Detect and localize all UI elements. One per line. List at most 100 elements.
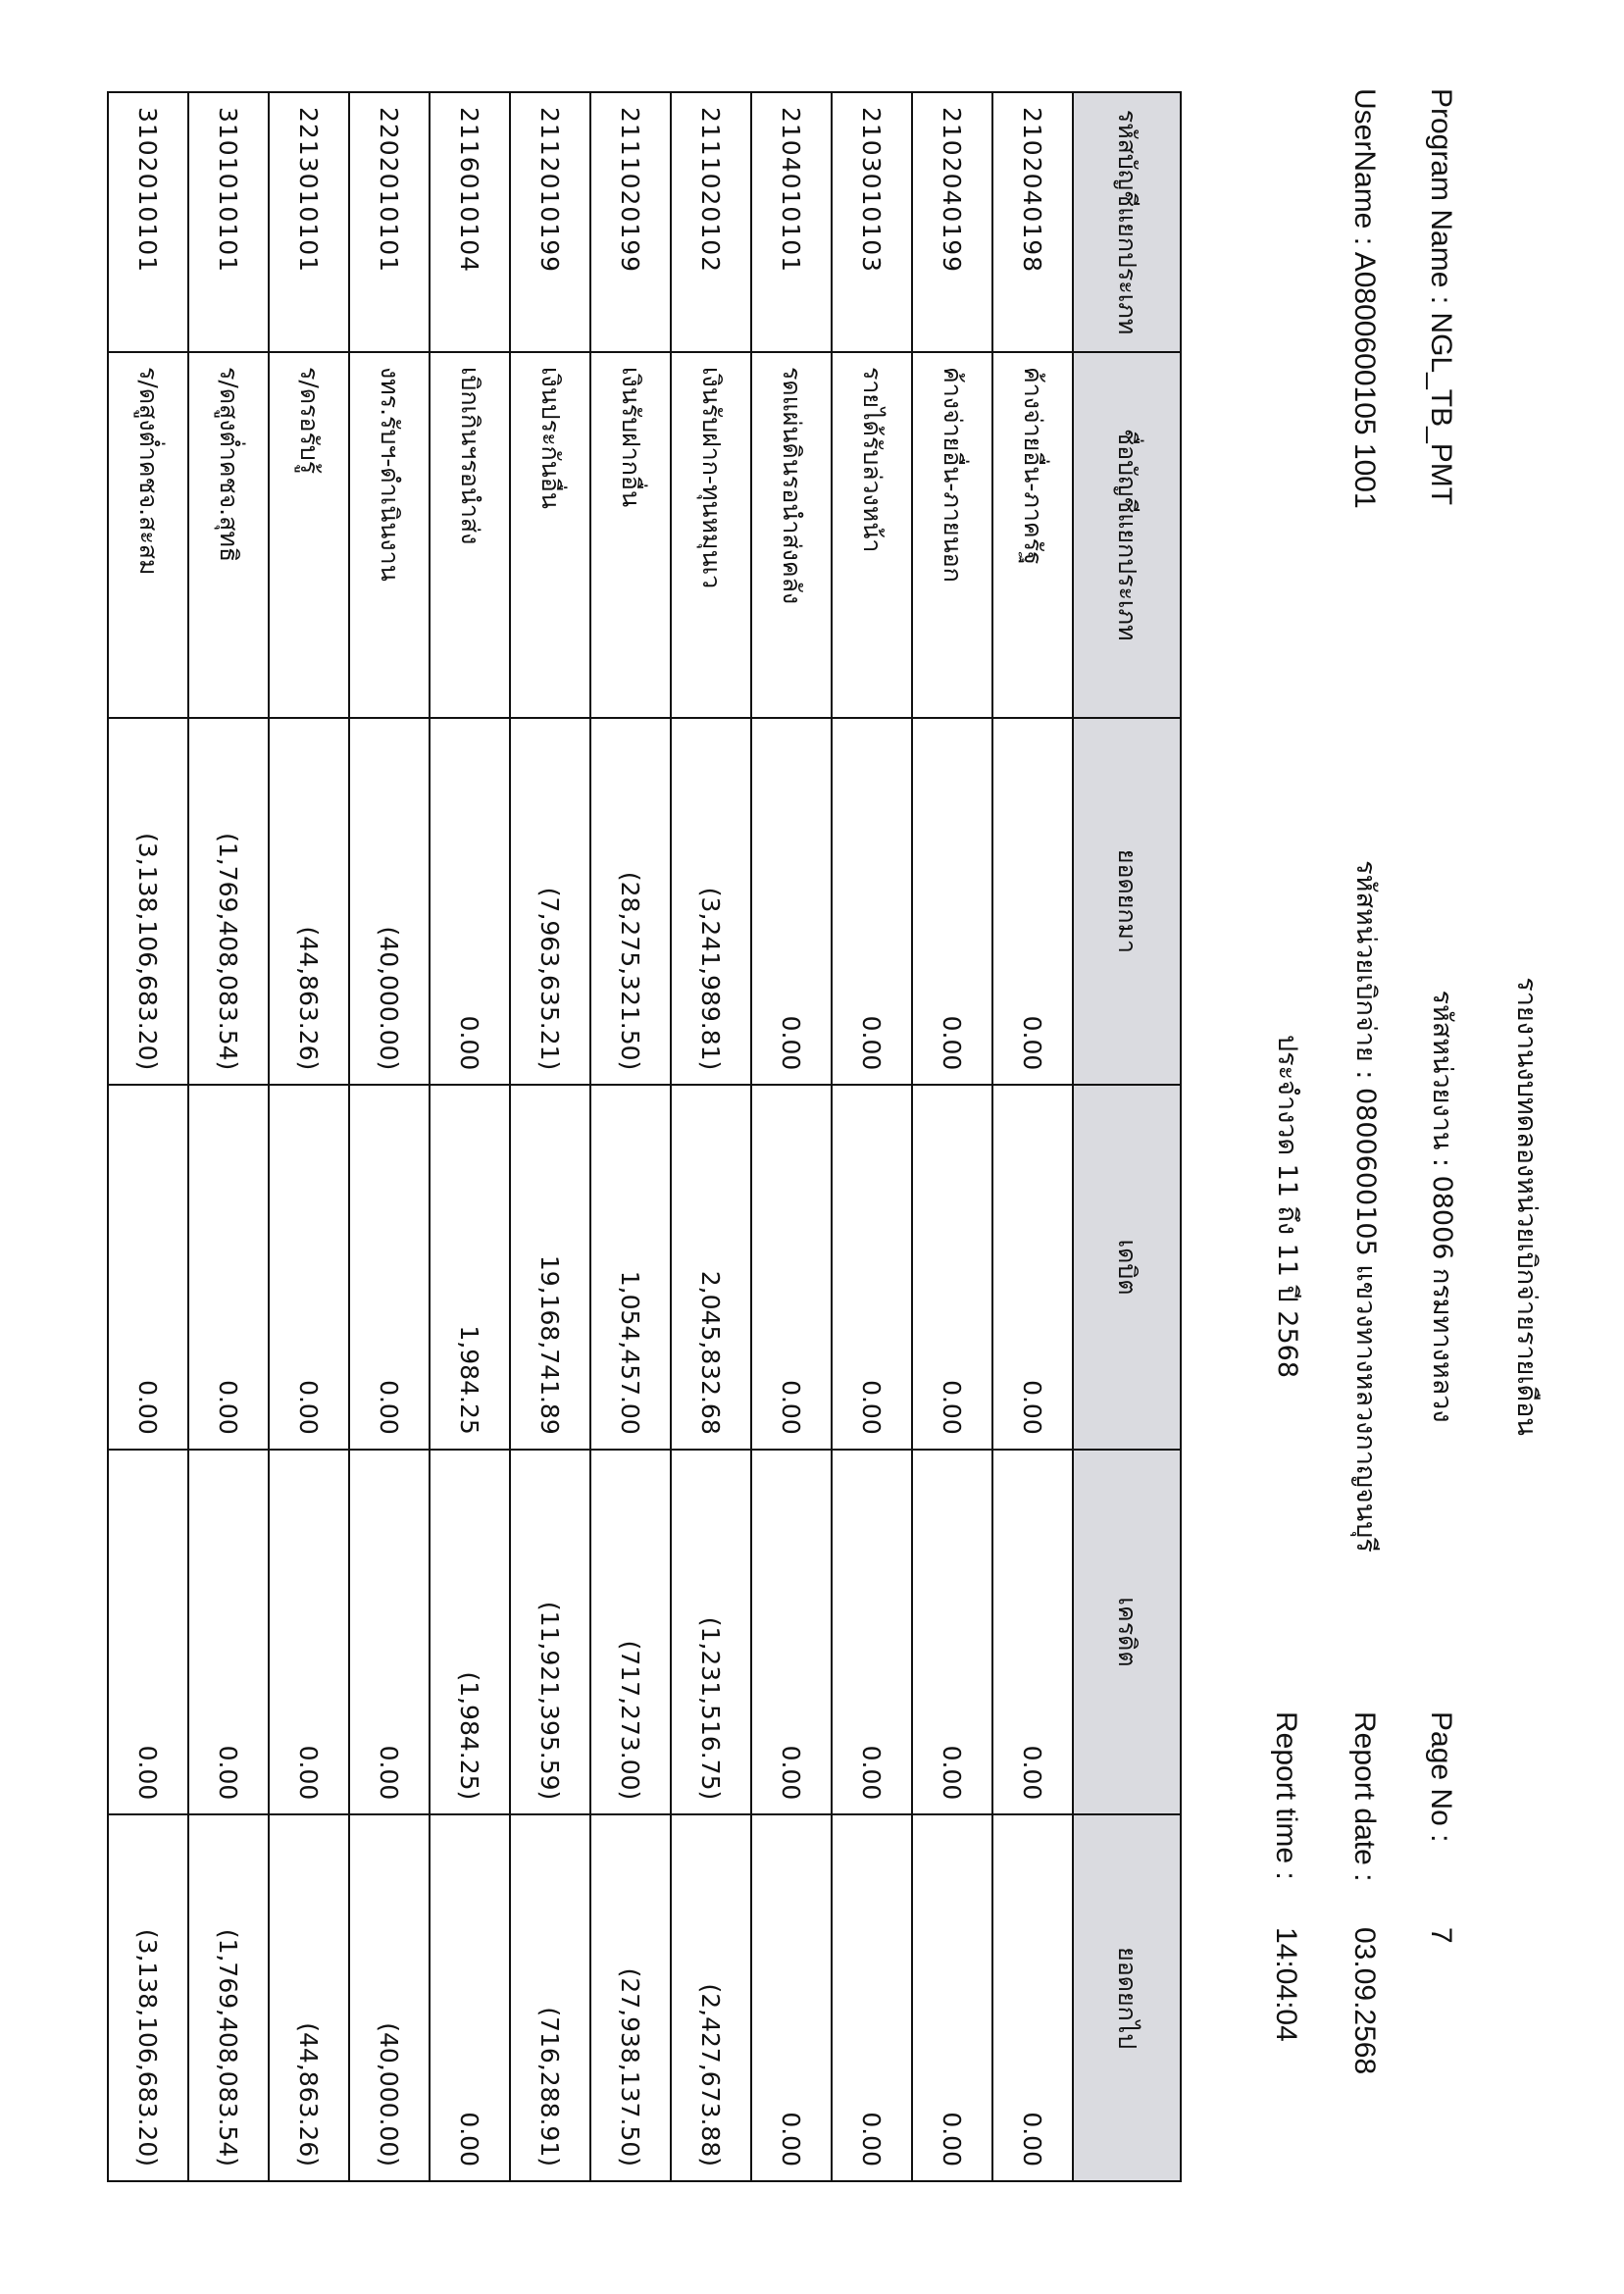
cell-opening-balance: 0.00 [832, 717, 912, 1086]
cell-debit: 2,045,832.68 [671, 1085, 751, 1450]
table-header-row: รหัสบัญชีแยกประเภท ชื่อบัญชีแยกประเภท ยอ… [1073, 92, 1181, 2181]
report-title: รายงานงบทดลองหน่วยเบิกจ่ายรายเดือน [1511, 977, 1542, 1436]
cell-closing-balance: 0.00 [832, 1814, 912, 2181]
cell-opening-balance: 0.00 [912, 717, 992, 1086]
report-time-value: 14:04:04 [1270, 1927, 1302, 2042]
program-name: Program Name : NGL_TB_PMT [1425, 88, 1457, 506]
cell-account-code: 2111020102 [671, 92, 751, 352]
cell-closing-balance: 0.00 [912, 1814, 992, 2181]
user-name: UserName : A0800600105 1001 [1348, 88, 1381, 509]
cell-credit: 0.00 [751, 1449, 832, 1815]
cell-opening-balance: (3,138,106,683.20) [108, 717, 188, 1086]
cell-closing-balance: 0.00 [751, 1814, 832, 2181]
cell-closing-balance: 0.00 [430, 1814, 510, 2181]
report-date-label: Report date : [1348, 1711, 1381, 1882]
table-row: 2102040199 ค้างจ่ายอื่น-ภายนอก 0.00 0.00 0.0… [912, 92, 992, 2181]
cell-opening-balance: (44,863.26) [269, 717, 349, 1086]
cell-closing-balance: (716,288.91) [510, 1814, 590, 2181]
cell-account-name: เงินรับฝากอื่น [590, 351, 671, 718]
table-row: 2111020199 เงินรับฝากอื่น (28,275,321.50) 1… [590, 92, 671, 2181]
cell-account-name: ค้างจ่ายอื่น-ภาครัฐ [992, 351, 1073, 718]
cell-closing-balance: 0.00 [992, 1814, 1073, 2181]
cell-debit: 0.00 [188, 1085, 269, 1450]
cell-account-name: รายได้รับล่วงหน้า [832, 351, 912, 718]
cell-opening-balance: 0.00 [430, 717, 510, 1086]
cell-closing-balance: (40,000.00) [349, 1814, 430, 2181]
cell-account-code: 2213010101 [269, 92, 349, 352]
cell-opening-balance: (7,963,635.21) [510, 717, 590, 1086]
cell-debit: 0.00 [108, 1085, 188, 1450]
column-header-account-name: ชื่อบัญชีแยกประเภท [1073, 351, 1181, 718]
cell-credit: (717,273.00) [590, 1449, 671, 1815]
report-date-value: 03.09.2568 [1348, 1927, 1381, 2075]
cell-credit: 0.00 [188, 1449, 269, 1815]
cell-opening-balance: 0.00 [992, 717, 1073, 1086]
cell-account-name: ร/ดสูงต่ำคชจ.สะสม [108, 351, 188, 718]
cell-credit: (11,921,395.59) [510, 1449, 590, 1815]
cell-account-name: เบิกเกินฯรอนำส่ง [430, 351, 510, 718]
cell-closing-balance: (44,863.26) [269, 1814, 349, 2181]
cell-opening-balance: 0.00 [751, 717, 832, 1086]
cell-account-code: 3101010101 [188, 92, 269, 352]
cell-closing-balance: (27,938,137.50) [590, 1814, 671, 2181]
cell-debit: 0.00 [832, 1085, 912, 1450]
cell-closing-balance: (2,427,673.88) [671, 1814, 751, 2181]
cell-debit: 0.00 [269, 1085, 349, 1450]
table-row: 2116010104 เบิกเกินฯรอนำส่ง 0.00 1,984.25 (1… [430, 92, 510, 2181]
cell-account-name: ร/ดสูงต่ำคชจ.สุทธิ [188, 351, 269, 718]
cell-account-code: 2111020199 [590, 92, 671, 352]
cell-account-code: 2103010103 [832, 92, 912, 352]
table-row: 3102010101 ร/ดสูงต่ำคชจ.สะสม (3,138,106,68… [108, 92, 188, 2181]
cell-account-code: 2116010104 [430, 92, 510, 352]
cell-opening-balance: (40,000.00) [349, 717, 430, 1086]
cell-debit: 0.00 [992, 1085, 1073, 1450]
page-no-label: Page No : [1425, 1711, 1457, 1843]
report-date: Report date : 03.09.2568 [1348, 1711, 1381, 2075]
column-header-opening-balance: ยอดยกมา [1073, 717, 1181, 1086]
table-row: 2213010101 ร/ดรอรับรู้ (44,863.26) 0.00 0.00… [269, 92, 349, 2181]
cell-credit: 0.00 [108, 1449, 188, 1815]
report-time: Report time : 14:04:04 [1270, 1711, 1302, 2042]
table-row: 2104010101 รดแผ่นดินรอนำส่งคลัง 0.00 0.00 0.… [751, 92, 832, 2181]
cell-account-name: งทร.รับฯ-ดำเนินงาน [349, 351, 430, 718]
cell-closing-balance: (3,138,106,683.20) [108, 1814, 188, 2181]
cell-account-code: 2102040199 [912, 92, 992, 352]
cell-account-name: รดแผ่นดินรอนำส่งคลัง [751, 351, 832, 718]
cell-debit: 0.00 [751, 1085, 832, 1450]
page-no: Page No : 7 [1425, 1711, 1457, 1944]
cell-credit: 0.00 [269, 1449, 349, 1815]
cell-account-name: ร/ดรอรับรู้ [269, 351, 349, 718]
disbursing-unit-line: รหัสหน่วยเบิกจ่าย : 0800600105 แขวงทางหล… [1350, 860, 1381, 1553]
cell-account-name: เงินรับฝาก-ทุนหมุนเว [671, 351, 751, 718]
table-row: 2102040198 ค้างจ่ายอื่น-ภาครัฐ 0.00 0.00 0.0… [992, 92, 1073, 2181]
cell-opening-balance: (3,241,989.81) [671, 717, 751, 1086]
cell-credit: 0.00 [349, 1449, 430, 1815]
report-time-label: Report time : [1270, 1711, 1302, 1880]
cell-opening-balance: (1,769,408,083.54) [188, 717, 269, 1086]
table-row: 2112010199 เงินประกันอื่น (7,963,635.21) 19… [510, 92, 590, 2181]
table-row: 2103010103 รายได้รับล่วงหน้า 0.00 0.00 0.00 0… [832, 92, 912, 2181]
cell-account-code: 2112010199 [510, 92, 590, 352]
column-header-account-code: รหัสบัญชีแยกประเภท [1073, 92, 1181, 352]
page-no-value: 7 [1425, 1927, 1457, 1944]
cell-credit: 0.00 [832, 1449, 912, 1815]
cell-account-code: 2104010101 [751, 92, 832, 352]
cell-debit: 0.00 [349, 1085, 430, 1450]
cell-debit: 0.00 [912, 1085, 992, 1450]
period-line: ประจำงวด 11 ถึง 11 ปี 2568 [1272, 1034, 1302, 1378]
cell-debit: 19,168,741.89 [510, 1085, 590, 1450]
cell-debit: 1,984.25 [430, 1085, 510, 1450]
cell-account-code: 2202010101 [349, 92, 430, 352]
cell-account-name: เงินประกันอื่น [510, 351, 590, 718]
cell-opening-balance: (28,275,321.50) [590, 717, 671, 1086]
cell-account-name: ค้างจ่ายอื่น-ภายนอก [912, 351, 992, 718]
cell-credit: 0.00 [992, 1449, 1073, 1815]
table-row: 2111020102 เงินรับฝาก-ทุนหมุนเว (3,241,989… [671, 92, 751, 2181]
cell-debit: 1,054,457.00 [590, 1085, 671, 1450]
table-row: 3101010101 ร/ดสูงต่ำคชจ.สุทธิ (1,769,408,0… [188, 92, 269, 2181]
column-header-debit: เดบิต [1073, 1085, 1181, 1450]
agency-line: รหัสหน่วยงาน : 08006 กรมทางหลวง [1427, 990, 1457, 1423]
cell-account-code: 3102010101 [108, 92, 188, 352]
cell-credit: (1,984.25) [430, 1449, 510, 1815]
